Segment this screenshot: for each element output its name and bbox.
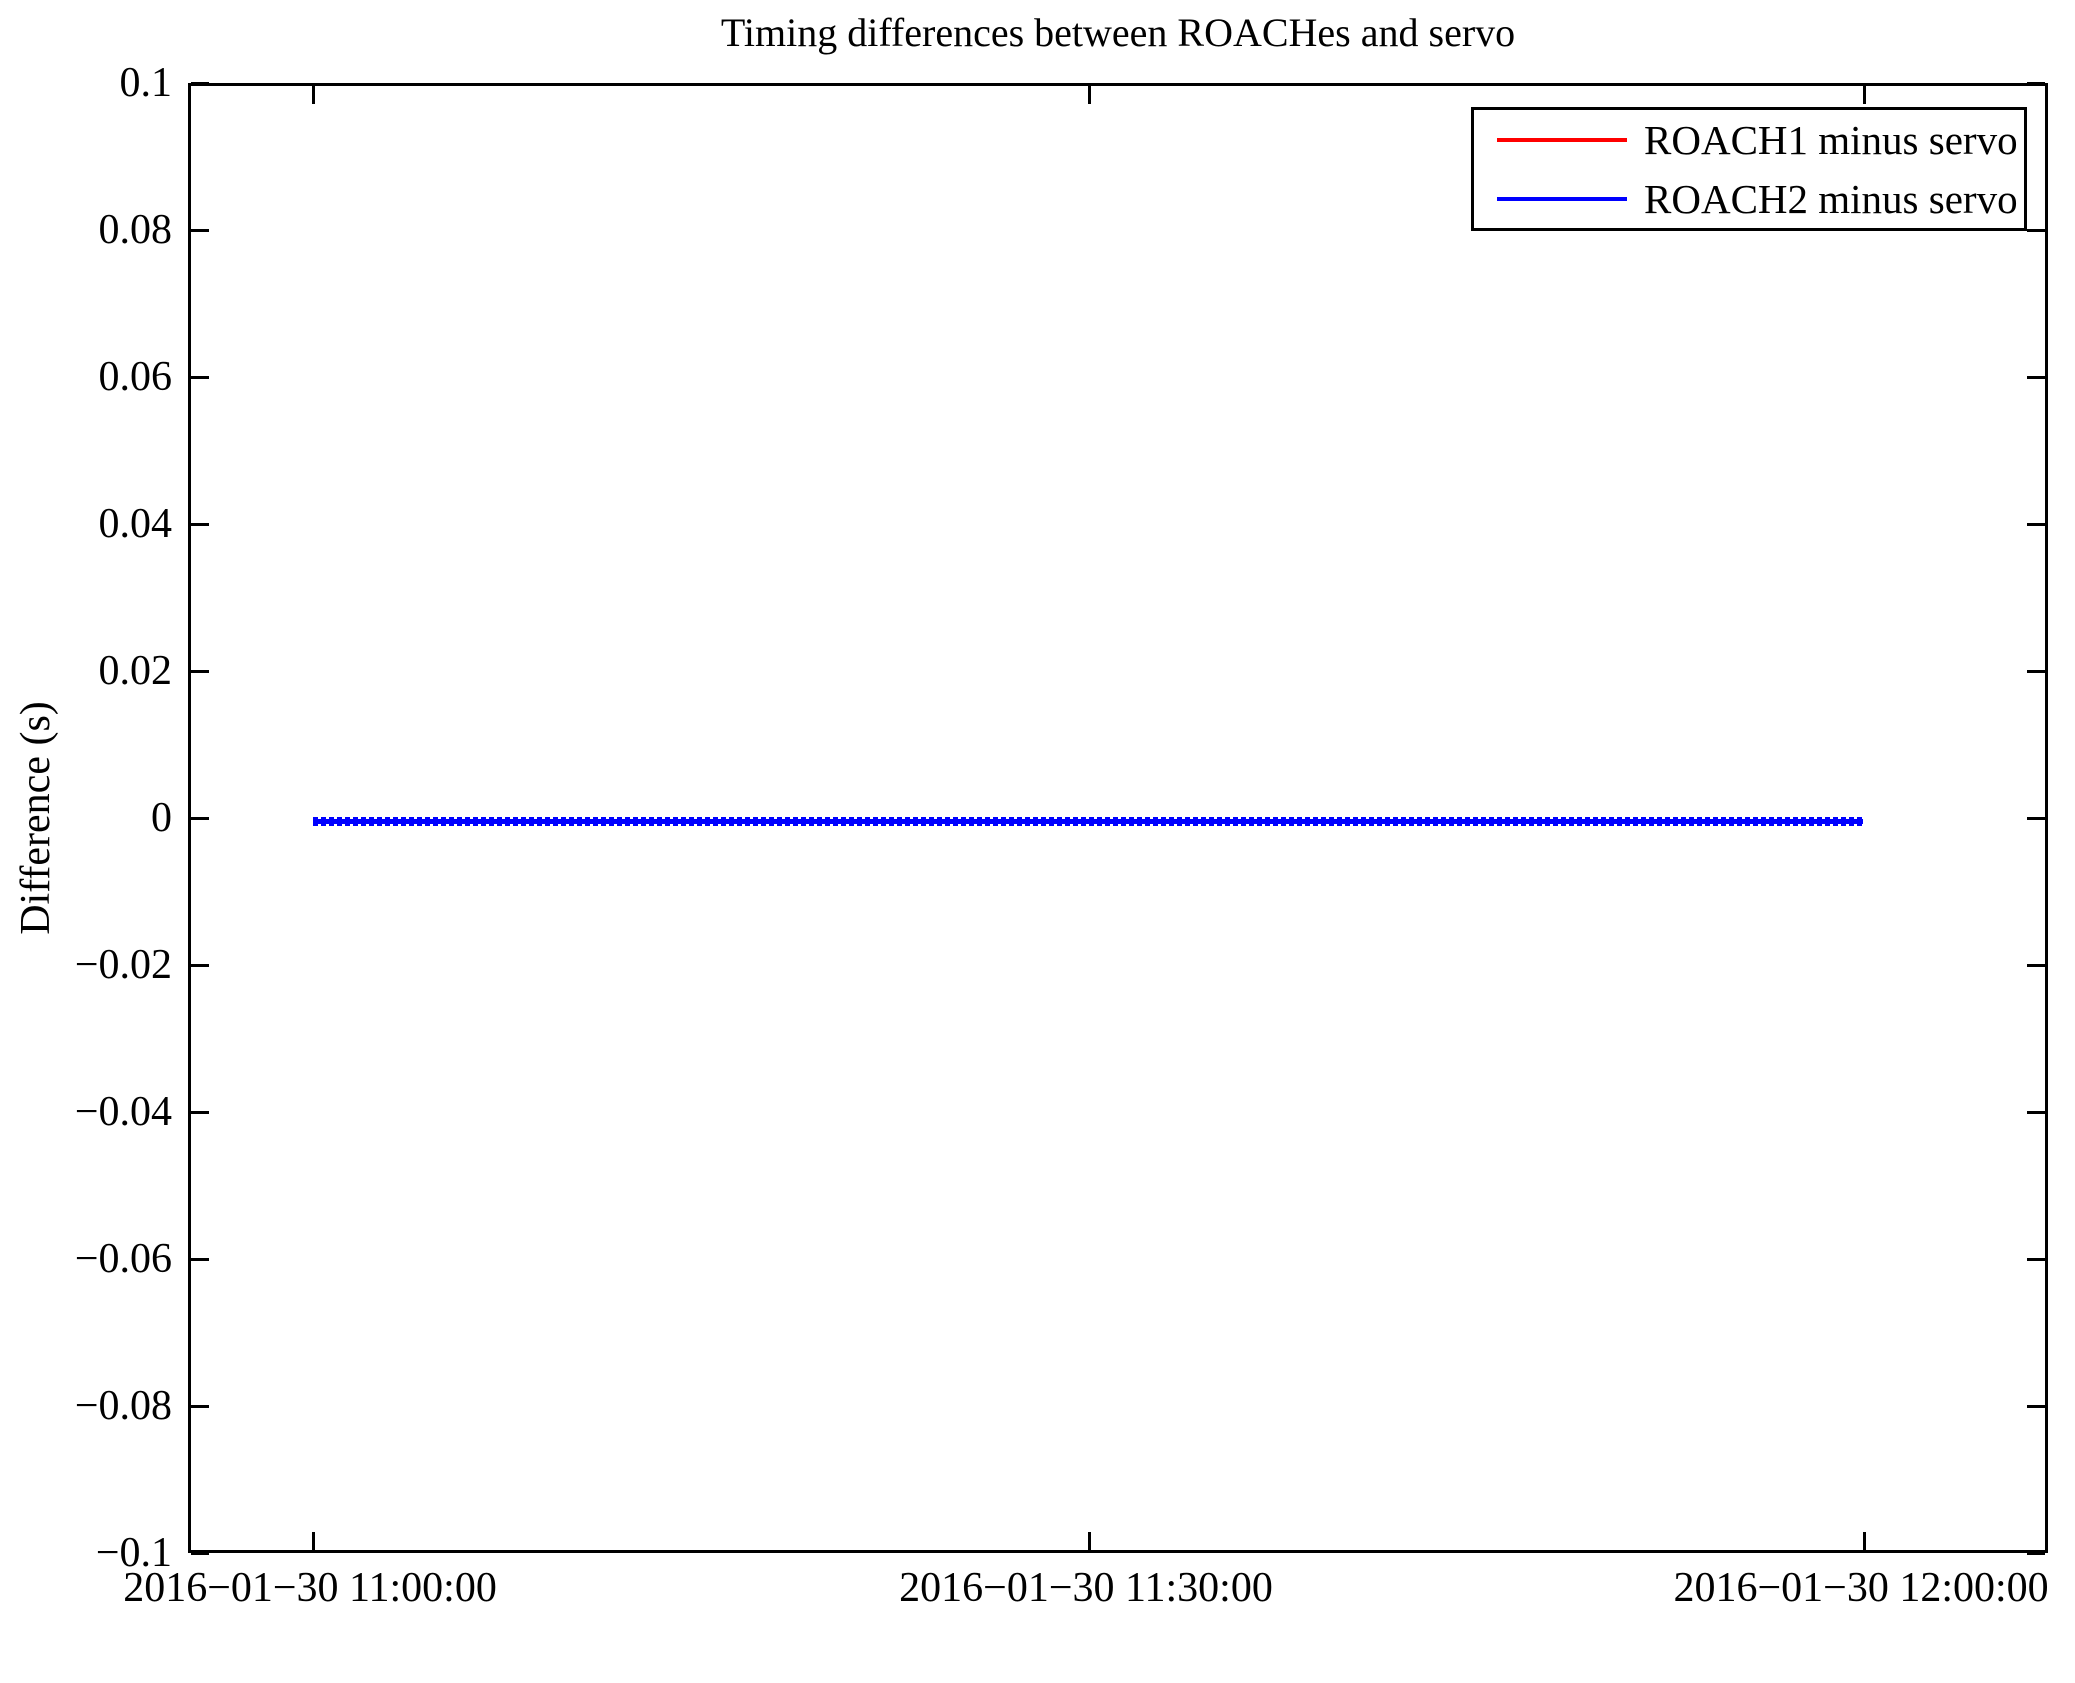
y-tick-left <box>191 1404 209 1408</box>
y-tick-left <box>191 375 209 379</box>
y-tick-left <box>191 669 209 673</box>
x-tick-bottom <box>311 1532 315 1550</box>
legend-line-sample <box>1497 137 1627 142</box>
x-tick-top <box>311 86 315 104</box>
y-tick-label: −0.06 <box>74 1236 172 1282</box>
y-tick-left <box>191 963 209 967</box>
y-tick-label: 0.06 <box>98 354 173 400</box>
y-tick-left <box>191 1257 209 1261</box>
y-tick-right <box>2027 1257 2045 1261</box>
y-tick-left <box>191 81 209 85</box>
x-tick-bottom <box>1087 1532 1091 1550</box>
y-tick-right <box>2027 1404 2045 1408</box>
legend-entry: ROACH1 minus servo <box>1474 117 2024 163</box>
legend-entry-label: ROACH2 minus servo <box>1644 175 2018 222</box>
y-tick-left <box>191 522 209 526</box>
y-tick-left <box>191 816 209 820</box>
y-tick-label: 0.08 <box>98 207 173 253</box>
x-tick-label: 2016−01−30 11:00:00 <box>123 1565 497 1611</box>
y-tick-right <box>2027 1551 2045 1555</box>
legend-entry-label: ROACH1 minus servo <box>1644 116 2018 163</box>
y-tick-label: 0.1 <box>119 60 173 106</box>
x-tick-bottom <box>1862 1532 1866 1550</box>
y-tick-right <box>2027 81 2045 85</box>
y-tick-left <box>191 228 209 232</box>
y-tick-right <box>2027 522 2045 526</box>
x-tick-label: 2016−01−30 11:30:00 <box>899 1565 1273 1611</box>
y-tick-label: 0 <box>151 795 172 841</box>
y-tick-right <box>2027 1110 2045 1114</box>
y-tick-right <box>2027 963 2045 967</box>
y-tick-right <box>2027 816 2045 820</box>
y-tick-label: −0.02 <box>74 942 172 988</box>
y-tick-label: −0.1 <box>95 1530 172 1576</box>
x-tick-top <box>1087 86 1091 104</box>
legend-entry: ROACH2 minus servo <box>1474 176 2024 222</box>
y-tick-right <box>2027 669 2045 673</box>
y-tick-label: 0.02 <box>98 648 173 694</box>
y-tick-right <box>2027 375 2045 379</box>
legend: ROACH1 minus servo ROACH2 minus servo <box>1471 107 2027 231</box>
y-tick-label: −0.08 <box>74 1383 172 1429</box>
plot-area: ROACH1 minus servo ROACH2 minus servo <box>188 81 2048 1555</box>
chart-title: Timing differences between ROACHes and s… <box>720 10 1516 55</box>
y-tick-label: 0.04 <box>98 501 173 547</box>
legend-line-sample <box>1497 196 1627 201</box>
y-tick-left <box>191 1110 209 1114</box>
x-tick-top <box>1862 86 1866 104</box>
series-line-roach2 <box>313 816 1863 826</box>
y-tick-left <box>191 1551 209 1555</box>
y-tick-right <box>2027 228 2045 232</box>
x-tick-label: 2016−01−30 12:00:00 <box>1673 1565 2049 1611</box>
y-tick-label: −0.04 <box>74 1089 172 1135</box>
